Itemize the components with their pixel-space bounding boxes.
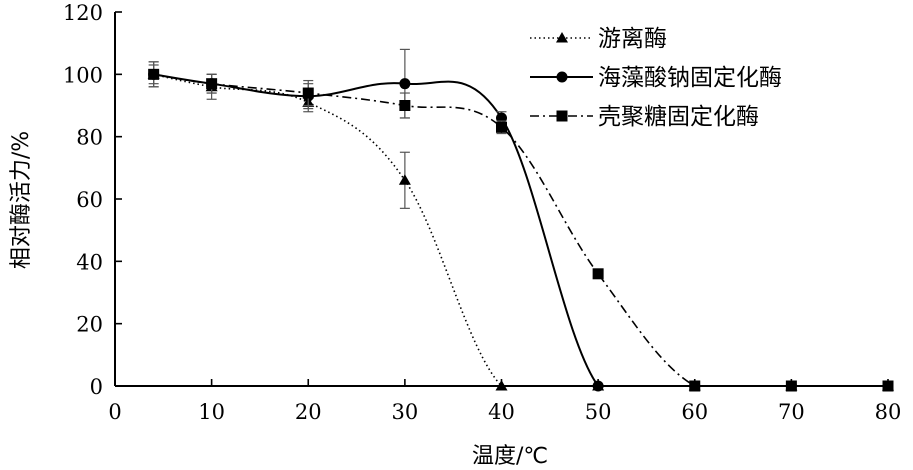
- y-tick-label: 40: [76, 250, 103, 274]
- data-point: [882, 380, 894, 392]
- data-point: [302, 87, 314, 99]
- data-point: [398, 174, 411, 185]
- series-triangle: [147, 61, 894, 391]
- axes: 0 10 20 30 40 50 60 70 80 0 20 40 60 80 100 120: [63, 1, 901, 424]
- legend-entry-circle: 海藻酸钠固定化酶: [530, 65, 782, 91]
- x-axis-title: 温度/℃: [472, 444, 548, 469]
- y-tick-label: 20: [76, 313, 103, 337]
- data-point: [206, 78, 218, 90]
- series-square: [148, 64, 894, 392]
- x-tick-label: 70: [778, 400, 805, 424]
- data-point: [496, 121, 507, 133]
- y-tick-label: 0: [90, 375, 103, 399]
- data-point: [592, 268, 604, 280]
- legend-entry-square: 壳聚糖固定化酶: [530, 104, 759, 130]
- data-point: [592, 380, 604, 392]
- legend-label: 游离酶: [598, 26, 667, 52]
- x-tick-label: 20: [295, 400, 322, 424]
- data-point: [495, 380, 508, 391]
- y-tick-label: 120: [63, 1, 103, 25]
- x-tick-label: 0: [108, 400, 121, 424]
- series-line: [153, 73, 888, 387]
- x-tick-label: 60: [681, 400, 708, 424]
- legend-label: 海藻酸钠固定化酶: [598, 65, 782, 91]
- x-tick-label: 50: [585, 400, 612, 424]
- data-point: [399, 78, 411, 90]
- legend-marker: [556, 71, 568, 83]
- legend-entry-triangle: 游离酶: [530, 26, 667, 52]
- y-axis-title: 相对酶活力/%: [9, 131, 34, 269]
- x-tick-label: 10: [198, 400, 225, 424]
- series-line: [153, 73, 888, 387]
- y-tick-label: 100: [63, 63, 103, 87]
- legend-marker: [556, 110, 568, 122]
- data-point: [399, 100, 411, 111]
- data-point: [785, 380, 797, 392]
- data-point: [689, 380, 701, 392]
- x-tick-label: 30: [392, 400, 419, 424]
- plot-area: [147, 48, 894, 392]
- series-circle: [148, 48, 894, 392]
- y-tick-label: 80: [76, 126, 103, 150]
- legend-marker: [556, 32, 568, 43]
- y-tick-label: 60: [76, 188, 103, 212]
- series-line: [153, 73, 888, 388]
- x-tick-label: 80: [875, 400, 902, 424]
- legend-label: 壳聚糖固定化酶: [598, 104, 759, 130]
- data-point: [148, 68, 160, 80]
- x-tick-label: 40: [488, 400, 515, 424]
